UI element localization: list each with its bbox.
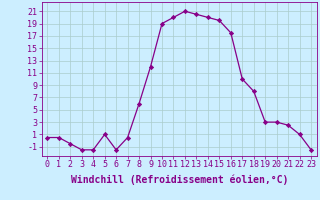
X-axis label: Windchill (Refroidissement éolien,°C): Windchill (Refroidissement éolien,°C) [70, 175, 288, 185]
